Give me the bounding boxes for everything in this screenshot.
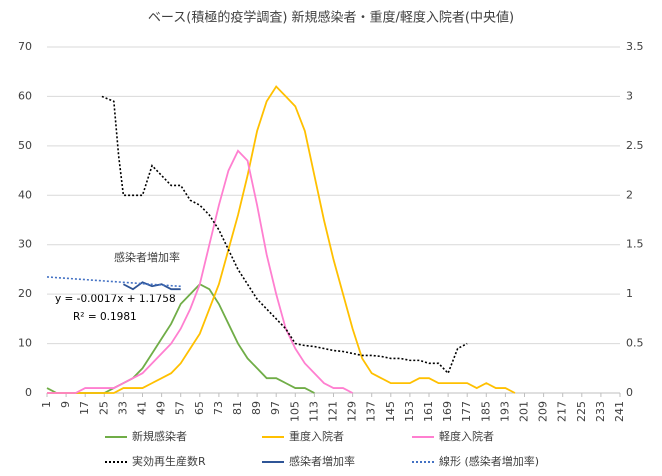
x-tick-label: 25	[97, 401, 110, 415]
y-tick-label: 60	[18, 89, 32, 102]
y-tick-label: 10	[18, 337, 32, 350]
x-tick-label: 241	[613, 401, 626, 422]
x-tick-label: 177	[460, 401, 473, 422]
x-tick-label: 81	[231, 401, 244, 415]
y-tick-label: 20	[18, 287, 32, 300]
series-line	[47, 149, 354, 394]
y2-tick-label: 1.5	[626, 238, 644, 251]
annotation: R² = 0.1981	[73, 311, 137, 323]
x-tick-label: 49	[155, 401, 168, 415]
y-tick-label: 30	[18, 238, 32, 251]
x-tick-label: 121	[327, 401, 340, 422]
y-tick-label: 50	[18, 139, 32, 152]
x-tick-label: 185	[479, 401, 492, 422]
legend-label: 軽度入院者	[439, 429, 494, 443]
y2-tick-label: 2	[626, 188, 633, 201]
y2-tick-label: 0.5	[626, 337, 644, 350]
y2-tick-label: 1	[626, 287, 633, 300]
x-tick-label: 9	[59, 401, 72, 408]
x-tick-label: 217	[556, 401, 569, 422]
y2-tick-label: 2.5	[626, 139, 644, 152]
legend-label: 感染者増加率	[289, 454, 355, 468]
series-line	[122, 281, 181, 291]
x-tick-label: 113	[307, 401, 320, 422]
y2-tick-label: 0	[626, 386, 633, 399]
x-tick-label: 153	[403, 401, 416, 422]
x-tick-label: 73	[212, 401, 225, 415]
y2-tick-label: 3	[626, 89, 633, 102]
x-tick-label: 89	[250, 401, 263, 415]
series-line	[101, 95, 468, 375]
x-tick-label: 105	[288, 401, 301, 422]
x-tick-label: 65	[193, 401, 206, 415]
y-tick-label: 70	[18, 40, 32, 53]
x-tick-label: 209	[537, 401, 550, 422]
x-tick-label: 57	[174, 401, 187, 415]
x-tick-label: 145	[384, 401, 397, 422]
x-tick-label: 33	[116, 401, 129, 415]
legend-label: 線形 (感染者増加率)	[439, 454, 539, 468]
chart-title: ベース(積極的疫学調査) 新規感染者・重度/軽度入院者(中央値)	[148, 10, 514, 26]
x-tick-label: 17	[78, 401, 91, 415]
x-tick-label: 225	[575, 401, 588, 422]
legend-label: 実効再生産数R	[132, 454, 206, 468]
x-tick-label: 201	[518, 401, 531, 422]
x-tick-label: 193	[498, 401, 511, 422]
x-tick-label: 137	[365, 401, 378, 422]
x-tick-label: 97	[269, 401, 282, 415]
y-tick-label: 40	[18, 188, 32, 201]
annotation: 感染者増加率	[114, 250, 180, 264]
x-tick-label: 129	[346, 401, 359, 422]
legend-label: 新規感染者	[132, 429, 187, 443]
y-tick-label: 0	[25, 386, 32, 399]
x-tick-label: 233	[594, 401, 607, 422]
series-line	[47, 85, 516, 394]
legend-label: 重度入院者	[289, 429, 344, 443]
x-tick-label: 169	[441, 401, 454, 422]
x-tick-label: 161	[422, 401, 435, 422]
y2-tick-label: 3.5	[626, 40, 644, 53]
x-tick-label: 41	[136, 401, 149, 415]
x-tick-label: 1	[40, 401, 53, 408]
annotation: y = -0.0017x + 1.1758	[55, 293, 176, 305]
